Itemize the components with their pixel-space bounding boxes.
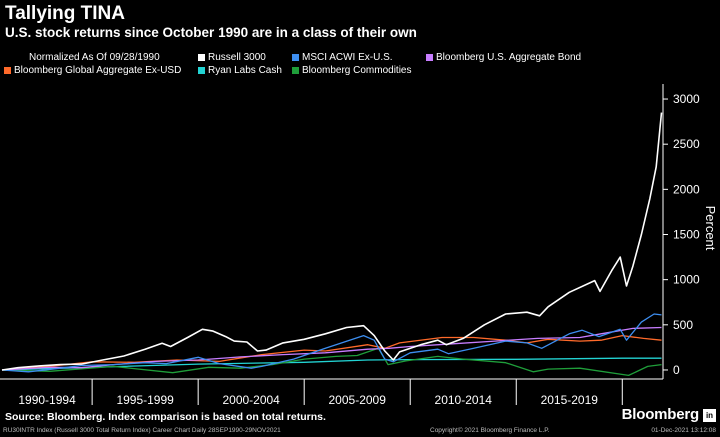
legend-swatch xyxy=(198,67,205,74)
chart-legend: Normalized As Of 09/28/1990 Russell 3000… xyxy=(0,51,640,79)
legend-label: Bloomberg Global Aggregate Ex-USD xyxy=(14,65,182,76)
legend-label: Russell 3000 xyxy=(208,52,266,63)
y-tick-label: 2500 xyxy=(673,137,700,151)
legend-item-ryan-labs-cash: Ryan Labs Cash xyxy=(198,65,282,76)
legend-item-commodities: Bloomberg Commodities xyxy=(292,65,412,76)
legend-swatch xyxy=(292,54,299,61)
legend-label: MSCI ACWI Ex-U.S. xyxy=(302,52,393,63)
y-tick-label: 2000 xyxy=(673,182,700,196)
bloomberg-logo: Bloomberg xyxy=(621,406,700,423)
legend-item-global-aggregate-ex-usd: Bloomberg Global Aggregate Ex-USD xyxy=(4,65,181,76)
x-period-label: 2005-2009 xyxy=(329,393,387,407)
legend-item-us-aggregate-bond: Bloomberg U.S. Aggregate Bond xyxy=(426,52,581,63)
x-period-label: 2015-2019 xyxy=(541,393,599,407)
timestamp: 01-Dec-2021 13:12:08 xyxy=(651,427,716,434)
series-line-msci-acwi-ex-u-s- xyxy=(1,313,662,373)
y-tick-label: 1500 xyxy=(673,228,700,242)
legend-swatch xyxy=(198,54,205,61)
legend-label: Bloomberg U.S. Aggregate Bond xyxy=(436,52,582,63)
x-period-label: 1990-1994 xyxy=(18,393,76,407)
copyright: Copyright© 2021 Bloomberg Finance L.P. xyxy=(430,427,550,434)
legend-label: Bloomberg Commodities xyxy=(302,65,412,76)
source-note: Source: Bloomberg. Index comparison is b… xyxy=(5,411,326,423)
legend-swatch xyxy=(292,67,299,74)
y-tick-label: 1000 xyxy=(673,273,700,287)
x-period-label: 2000-2004 xyxy=(222,393,280,407)
series-line-bloomberg-u-s-aggregate-bond xyxy=(1,326,662,371)
chart-subtitle: U.S. stock returns since October 1990 ar… xyxy=(5,25,417,40)
y-axis-label: Percent xyxy=(703,206,718,251)
chart-title: Tallying TINA xyxy=(5,3,125,24)
y-tick-label: 500 xyxy=(673,318,693,332)
series-line-ryan-labs-cash xyxy=(1,357,662,371)
x-period-label: 2010-2014 xyxy=(435,393,493,407)
legend-item-russell-3000: Russell 3000 xyxy=(198,52,266,63)
x-period-label: 1995-1999 xyxy=(116,393,174,407)
series-line-russell-3000 xyxy=(1,112,663,371)
bloomberg-badge-icon: in xyxy=(703,409,716,422)
legend-label: Ryan Labs Cash xyxy=(208,65,282,76)
legend-item-msci-acwi-ex-us: MSCI ACWI Ex-U.S. xyxy=(292,52,393,63)
y-tick-label: 0 xyxy=(673,363,680,377)
legend-note: Normalized As Of 09/28/1990 xyxy=(29,52,160,63)
y-tick-label: 3000 xyxy=(673,92,700,106)
ticker-info: RU30INTR Index (Russell 3000 Total Retur… xyxy=(3,427,281,434)
legend-swatch xyxy=(4,67,11,74)
legend-swatch xyxy=(426,54,433,61)
